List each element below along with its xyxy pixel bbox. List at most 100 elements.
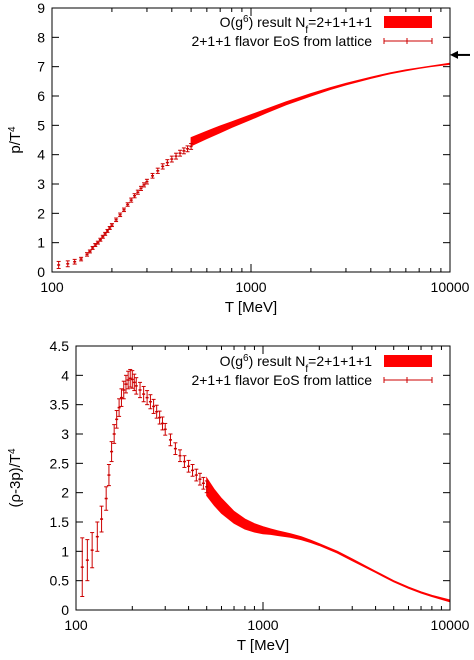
y-tick-label: 4 (61, 367, 69, 383)
data-point (144, 178, 149, 185)
data-point (148, 394, 153, 410)
data-point (123, 374, 128, 394)
data-point (114, 410, 119, 429)
x-tick-label: 10000 (431, 617, 470, 633)
y-axis-label: p/T4 (7, 126, 25, 154)
y-tick-label: 6 (37, 88, 45, 104)
data-point (104, 486, 109, 511)
legend-sup: 6 (243, 14, 249, 25)
y-axis-label-sup: 4 (7, 448, 18, 454)
data-point (174, 152, 179, 160)
legend-main: O(g (220, 353, 243, 369)
legend-label: O(g6) result Nf=2+1+1+1 (220, 353, 373, 375)
data-point (100, 234, 105, 239)
data-point (114, 217, 119, 223)
legend-mid: ) result N (249, 353, 306, 369)
legend-sub: f (305, 25, 308, 36)
x-tick-label: 1000 (247, 617, 278, 633)
band-area (206, 476, 451, 603)
legend-end: =2+1+1+1 (308, 14, 372, 30)
x-axis-label: T [MeV] (225, 299, 277, 316)
data-point (85, 539, 90, 582)
data-point (134, 377, 139, 395)
data-point (85, 252, 90, 257)
data-point (151, 398, 156, 414)
data-point (155, 167, 160, 174)
data-point (109, 441, 114, 463)
x-tick-label: 10000 (431, 279, 470, 295)
data-point (109, 223, 114, 228)
chart-panel-bottom: 0 0.5 1 1.5 2 2.5 3 3.5 4 4.5 100 1000 10000 T [MeV] (… (7, 338, 470, 654)
legend-swatch-band (384, 16, 432, 28)
y-tick-label: 1.5 (50, 514, 70, 530)
data-point (132, 193, 137, 199)
y-tick-label: 3 (37, 176, 45, 192)
data-point (141, 385, 146, 403)
legend-sub: f (305, 364, 308, 375)
data-point (95, 521, 100, 552)
y-tick-label: 2 (37, 205, 45, 221)
series-lattice (56, 143, 194, 269)
data-point (189, 143, 194, 150)
y-tick-label: 2 (61, 485, 69, 501)
y-tick-label: 0.5 (50, 573, 70, 589)
data-point (204, 480, 209, 494)
data-point (112, 424, 117, 444)
data-point (185, 145, 190, 153)
legend-mid: ) result N (249, 14, 306, 30)
data-point (129, 197, 134, 203)
series-lattice (80, 368, 209, 598)
y-tick-label: 7 (37, 59, 45, 75)
legend-label: 2+1+1 flavor EoS from lattice (191, 33, 372, 49)
data-point (93, 243, 98, 247)
data-point (125, 202, 130, 207)
x-tick-label: 100 (64, 617, 88, 633)
data-point (56, 260, 61, 269)
y-tick-label: 2.5 (50, 455, 70, 471)
data-point (90, 245, 95, 250)
legend-sup: 6 (243, 353, 249, 364)
series-pert-band (206, 476, 451, 603)
data-point (163, 422, 168, 436)
x-axis-label: T [MeV] (237, 637, 289, 654)
series-pert-band (190, 62, 451, 147)
data-point (119, 388, 124, 407)
y-tick-label: 3.5 (50, 397, 70, 413)
y-tick-label: 4.5 (50, 338, 70, 354)
data-point (121, 207, 126, 213)
data-point (72, 258, 77, 265)
data-point (90, 532, 95, 569)
data-point (194, 468, 199, 482)
y-tick-label: 1 (37, 235, 45, 251)
data-point (154, 404, 159, 419)
data-point (197, 472, 202, 486)
data-point (65, 260, 70, 268)
y-tick-label: 5 (37, 117, 45, 133)
legend-label: 2+1+1 flavor EoS from lattice (191, 372, 372, 388)
data-point (178, 449, 183, 463)
data-point (118, 212, 123, 218)
plot-frame (75, 345, 451, 611)
data-point (190, 464, 195, 477)
data-point (79, 256, 84, 262)
data-point (138, 185, 143, 191)
data-point (160, 163, 165, 170)
data-point (169, 155, 174, 163)
data-point (126, 370, 131, 390)
data-point (145, 390, 150, 406)
legend-end: =2+1+1+1 (308, 353, 372, 369)
data-point (99, 505, 104, 533)
data-point (181, 147, 186, 155)
plot-frame (51, 7, 451, 273)
data-point (178, 149, 183, 157)
data-point (138, 381, 143, 399)
x-tick-label: 100 (40, 279, 64, 295)
sb-limit-arrow-head (450, 50, 458, 59)
y-tick-label: 9 (37, 0, 45, 16)
legend-label: O(g6) result Nf=2+1+1+1 (220, 14, 373, 36)
y-tick-label: 0 (61, 602, 69, 618)
data-point (186, 459, 191, 473)
legend-main: O(g (220, 14, 243, 30)
y-tick-label: 8 (37, 29, 45, 45)
